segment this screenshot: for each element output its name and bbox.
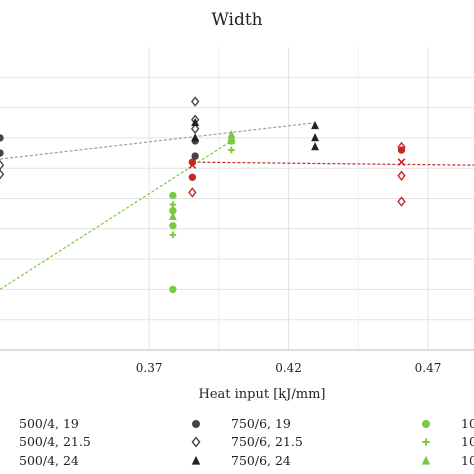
legend-label: 750/6, 24	[231, 453, 291, 468]
data-point	[397, 158, 406, 167]
data-point	[169, 222, 177, 230]
legend-item: 500/4, 21.5	[19, 434, 91, 449]
data-point	[0, 169, 5, 180]
data-point	[188, 187, 197, 198]
data-point	[169, 285, 177, 294]
legend-item: 1000/8, 24	[421, 453, 474, 468]
legend-marker	[191, 419, 200, 428]
x-tick-label: 0.37	[136, 361, 163, 375]
marker-stroke	[188, 161, 197, 170]
data-point	[169, 231, 177, 239]
data-point	[311, 142, 320, 151]
data-point	[0, 134, 4, 142]
legend-item: 500/4, 19	[19, 416, 79, 431]
data-point	[190, 123, 200, 135]
data-point	[397, 196, 406, 207]
legend-label: 1000/8, 19	[461, 416, 474, 431]
legend-marker	[421, 419, 430, 428]
data-point	[228, 146, 235, 154]
data-point	[397, 141, 406, 153]
legend-label: 500/4, 24	[19, 453, 79, 468]
trendline	[192, 161, 474, 166]
data-point	[169, 201, 177, 208]
x-tick-labels: 0.37 0.42 0.47	[136, 361, 442, 375]
legend-label: 750/6, 19	[231, 416, 291, 431]
legend-item: 750/6, 19	[191, 416, 291, 431]
x-tick-label: 0.42	[275, 361, 302, 375]
legend-item: 750/6, 24	[191, 453, 291, 468]
legend-label: 500/4, 21.5	[19, 434, 91, 449]
data-point	[190, 96, 200, 107]
legend-marker	[191, 436, 201, 448]
legend-label: 1000/8, 21.5	[461, 434, 474, 449]
data-point	[0, 149, 4, 157]
data-point	[311, 120, 320, 130]
data-point	[227, 136, 236, 145]
data-point	[0, 159, 5, 171]
legend-item: 1000/8, 21.5	[422, 434, 474, 449]
x-tick-label: 0.47	[415, 361, 442, 375]
trendline	[0, 122, 316, 160]
legend-item: 500/4, 24	[19, 453, 79, 468]
chart-title: Width	[211, 10, 262, 30]
data-point	[191, 117, 200, 127]
x-axis-label: Heat input [kJ/mm]	[199, 387, 326, 402]
legend-marker	[191, 455, 201, 465]
data-point	[311, 133, 320, 142]
legend-marker	[422, 438, 430, 446]
legend: 500/4, 19 500/4, 21.5 500/4, 24 750/6, 19 75…	[19, 416, 474, 468]
data-point	[188, 173, 197, 181]
legend-label: 1000/8, 24	[461, 453, 474, 468]
legend-marker	[421, 455, 431, 465]
data-point	[191, 152, 199, 160]
legend-label: 750/6, 21.5	[231, 434, 303, 449]
data-point	[191, 133, 200, 142]
trendline	[0, 140, 232, 290]
trendlines	[0, 122, 474, 290]
data-point	[168, 211, 177, 220]
legend-label: 500/4, 19	[19, 416, 79, 431]
data-point	[169, 191, 177, 200]
legend-item: 750/6, 21.5	[191, 434, 303, 449]
legend-item: 1000/8, 19	[421, 416, 474, 431]
grid	[0, 47, 474, 350]
data-point	[397, 170, 406, 181]
data-points	[0, 96, 406, 294]
data-point	[188, 161, 197, 170]
marker-stroke	[397, 158, 406, 167]
